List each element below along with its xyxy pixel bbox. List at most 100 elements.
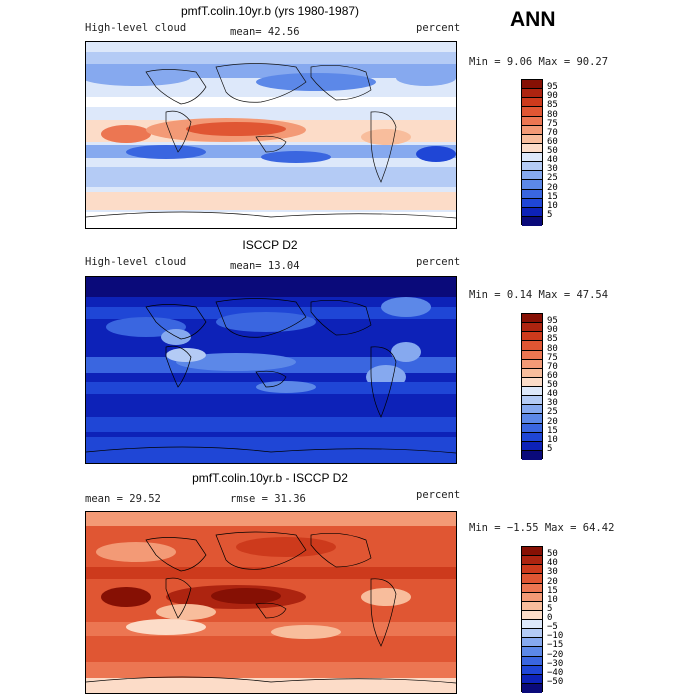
panel2-title: ISCCP D2 — [242, 238, 298, 252]
colorbar-tick-label: −50 — [547, 676, 564, 687]
colorbar-swatch — [522, 368, 542, 378]
colorbar-tick-label: 30 — [547, 567, 558, 578]
colorbar-tick-label: 60 — [547, 370, 558, 381]
colorbar-tick-label: 75 — [547, 352, 558, 363]
panel2-colorbar — [521, 313, 543, 460]
colorbar-tick-label: 10 — [547, 434, 558, 445]
colorbar-tick-label: 40 — [547, 155, 558, 166]
colorbar-swatch — [522, 610, 542, 620]
colorbar-tick-label: 60 — [547, 136, 558, 147]
colorbar-tick-label: 10 — [547, 200, 558, 211]
colorbar-tick-label: 5 — [547, 603, 553, 614]
colorbar-tick-label: 90 — [547, 91, 558, 102]
colorbar-swatch — [522, 396, 542, 406]
colorbar-swatch — [522, 116, 542, 126]
colorbar-swatch — [522, 134, 542, 144]
colorbar-swatch — [522, 125, 542, 135]
colorbar-tick-label: 50 — [547, 549, 558, 560]
colorbar-tick-label: 30 — [547, 398, 558, 409]
colorbar-tick-label: 10 — [547, 594, 558, 605]
colorbar-tick-label: 50 — [547, 380, 558, 390]
panel2-minmax: Min = 0.14 Max = 47.54 — [469, 289, 609, 301]
colorbar-tick-label: 25 — [547, 173, 558, 184]
colorbar-swatch — [522, 683, 542, 693]
panel3-minmax: Min = −1.55 Max = 64.42 — [469, 522, 615, 534]
colorbar-swatch — [522, 414, 542, 424]
panel3-colorbar — [521, 546, 543, 693]
colorbar-swatch — [522, 574, 542, 584]
panel3-title: pmfT.colin.10yr.b - ISCCP D2 — [192, 471, 348, 485]
colorbar-swatch — [522, 216, 542, 226]
colorbar-tick-label: 15 — [547, 191, 558, 202]
colorbar-tick-label: 40 — [547, 389, 558, 400]
colorbar-swatch — [522, 207, 542, 217]
colorbar-swatch — [522, 153, 542, 163]
colorbar-swatch — [522, 450, 542, 460]
colorbar-tick-label: −5 — [547, 622, 558, 633]
colorbar-tick-label: 50 — [547, 146, 558, 156]
colorbar-swatch — [522, 89, 542, 99]
panel1-minmax: Min = 9.06 Max = 90.27 — [469, 56, 609, 68]
panel1-units: percent — [416, 22, 461, 34]
colorbar-swatch — [522, 656, 542, 666]
colorbar-swatch — [522, 665, 542, 675]
colorbar-swatch — [522, 332, 542, 342]
colorbar-tick-label: −15 — [547, 640, 564, 651]
panel1-left-label: High-level cloud — [85, 22, 187, 34]
colorbar-swatch — [522, 565, 542, 575]
colorbar-tick-label: 20 — [547, 182, 558, 193]
colorbar-tick-label: 70 — [547, 127, 558, 138]
panel2-units: percent — [416, 256, 461, 268]
colorbar-tick-label: −20 — [547, 649, 564, 660]
colorbar-swatch — [522, 405, 542, 415]
panel2-mean: mean= 13.04 — [230, 260, 300, 272]
colorbar-swatch — [522, 359, 542, 369]
panel2-map — [85, 276, 457, 464]
colorbar-tick-label: 70 — [547, 361, 558, 372]
colorbar-swatch — [522, 341, 542, 351]
colorbar-swatch — [522, 80, 542, 90]
colorbar-tick-label: 75 — [547, 118, 558, 129]
colorbar-tick-label: 20 — [547, 416, 558, 427]
colorbar-tick-label: 85 — [547, 100, 558, 111]
panel1-map — [85, 41, 457, 229]
colorbar-swatch — [522, 423, 542, 433]
colorbar-tick-label: 15 — [547, 425, 558, 436]
colorbar-tick-label: 80 — [547, 109, 558, 120]
colorbar-swatch — [522, 162, 542, 172]
colorbar-swatch — [522, 647, 542, 657]
colorbar-swatch — [522, 198, 542, 208]
colorbar-tick-label: 95 — [547, 82, 558, 93]
colorbar-tick-label: −30 — [547, 658, 564, 669]
colorbar-swatch — [522, 556, 542, 566]
panel1-title: pmfT.colin.10yr.b (yrs 1980-1987) — [180, 4, 360, 18]
colorbar-tick-label: 30 — [547, 164, 558, 175]
colorbar-swatch — [522, 601, 542, 611]
colorbar-swatch — [522, 143, 542, 153]
colorbar-tick-label: 5 — [547, 443, 553, 454]
colorbar-tick-label: 85 — [547, 334, 558, 345]
colorbar-tick-label: −40 — [547, 667, 564, 678]
colorbar-swatch — [522, 583, 542, 593]
colorbar-tick-label: −10 — [547, 631, 564, 642]
colorbar-swatch — [522, 592, 542, 602]
panel1-mean: mean= 42.56 — [230, 26, 300, 38]
colorbar-tick-label: 25 — [547, 407, 558, 418]
colorbar-tick-label: 0 — [547, 613, 553, 623]
colorbar-tick-label: 90 — [547, 325, 558, 336]
panel3-units: percent — [416, 489, 461, 501]
colorbar-swatch — [522, 189, 542, 199]
season-label: ANN — [510, 8, 556, 31]
colorbar-swatch — [522, 638, 542, 648]
colorbar-tick-label: 15 — [547, 585, 558, 596]
colorbar-swatch — [522, 180, 542, 190]
colorbar-tick-label: 95 — [547, 316, 558, 327]
panel3-map — [85, 511, 457, 694]
colorbar-tick-label: 20 — [547, 576, 558, 587]
colorbar-swatch — [522, 547, 542, 557]
colorbar-swatch — [522, 620, 542, 630]
colorbar-swatch — [522, 387, 542, 397]
colorbar-swatch — [522, 323, 542, 333]
colorbar-tick-label: 40 — [547, 558, 558, 569]
colorbar-swatch — [522, 441, 542, 451]
